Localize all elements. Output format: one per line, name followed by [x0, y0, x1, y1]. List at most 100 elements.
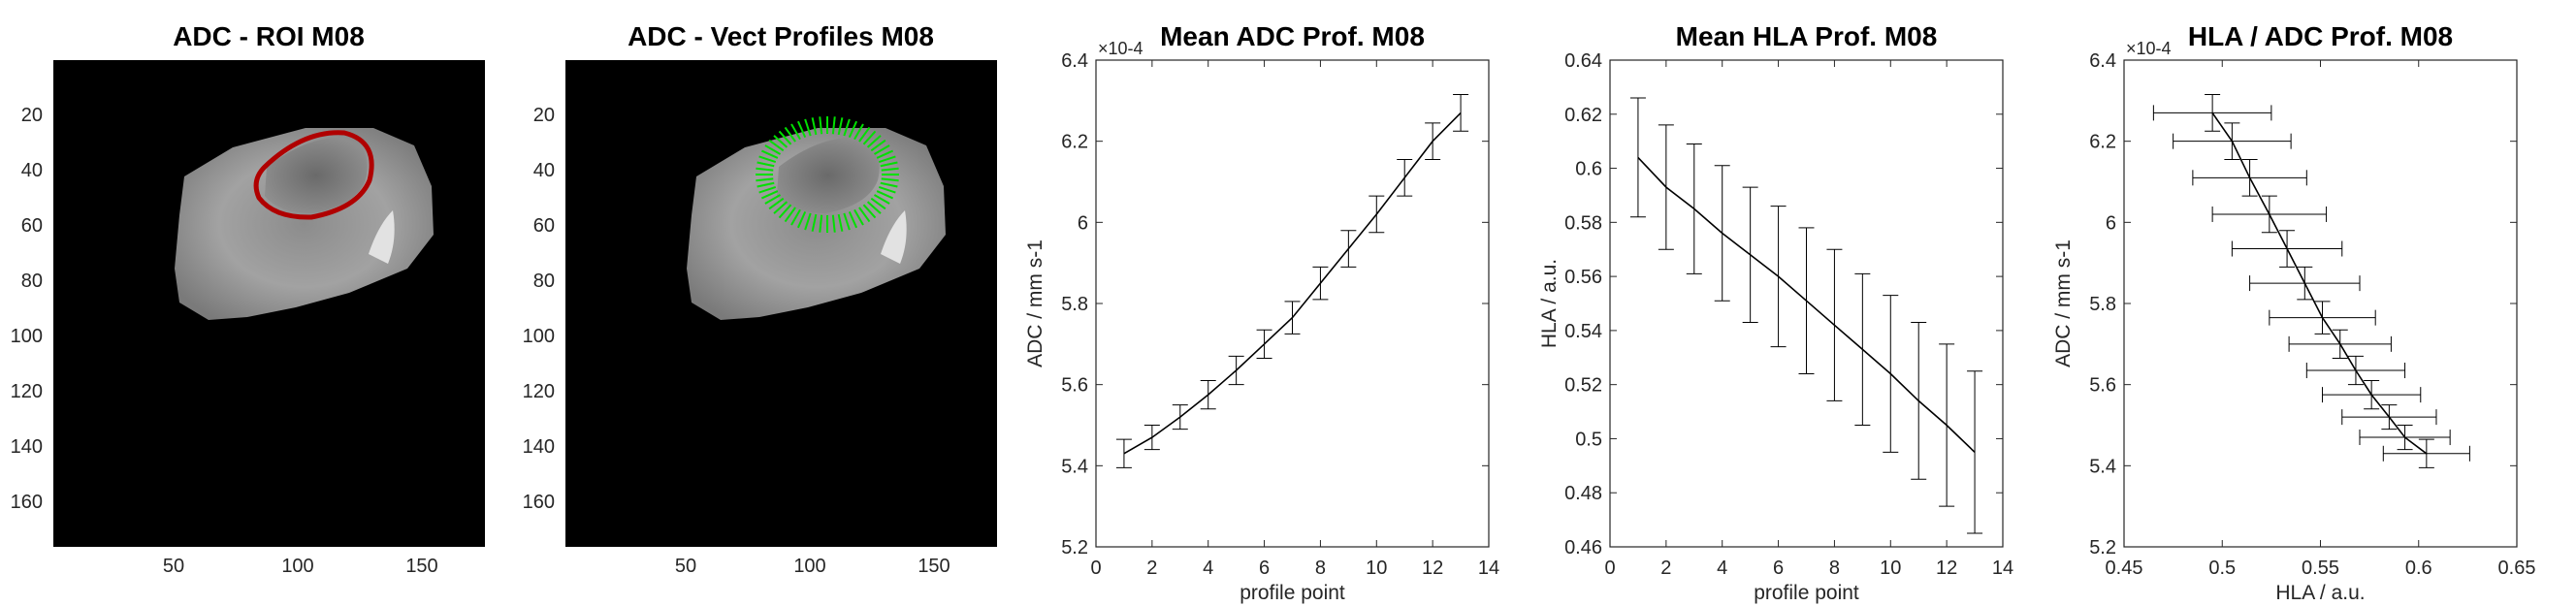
brain-slice: [687, 128, 946, 320]
x-tick-label: 8: [1829, 558, 1840, 579]
profile-vector: [866, 135, 882, 148]
panel-mean-hla-profile: Mean HLA Prof. M08 0 2 4 6 8 10 12 14 0.46 0.48 0.5…: [1538, 21, 2013, 604]
chart-title: HLA / ADC Prof. M08: [2188, 21, 2453, 51]
profile-vector: [819, 214, 823, 233]
profile-vector: [764, 144, 782, 155]
profile-vector: [778, 130, 792, 145]
profile-vector: [881, 167, 899, 172]
profile-vector: [881, 177, 899, 182]
profile-vector: [773, 135, 789, 148]
profile-vector: [853, 208, 864, 226]
x-tick-label: 50: [163, 556, 184, 577]
y-tick-label: 5.4: [2089, 456, 2116, 477]
brain-tissue: [687, 128, 946, 320]
x-tick-label: 0.6: [2405, 558, 2432, 579]
y-tick-label: 6.4: [1061, 50, 1088, 72]
panel-hla-vs-adc-profile: HLA / ADC Prof. M08 0.45 0.5 0.55 0.6 0.65 5.2…: [2052, 21, 2535, 604]
profile-vector: [756, 177, 774, 182]
y-tick-label: 140: [11, 436, 43, 458]
x-tick-label: 2: [1146, 558, 1157, 579]
y-tick-label: 40: [21, 160, 43, 181]
x-tick-label: 0: [1604, 558, 1615, 579]
profile-vector: [878, 155, 896, 163]
y-tick-label: 5.8: [1061, 294, 1088, 315]
bright-ventricle: [881, 210, 907, 264]
y-tick-label: 40: [533, 160, 555, 181]
profile-vector: [843, 118, 851, 137]
x-tick-label: 8: [1315, 558, 1326, 579]
roi-contour: [253, 130, 374, 220]
profile-vector: [790, 123, 801, 141]
y-tick-label: 0.48: [1564, 483, 1602, 504]
y-tick-label: 100: [11, 326, 43, 347]
y-tick-label: 6.4: [2089, 50, 2116, 72]
series-line: [1637, 156, 1976, 453]
x-tick-label: 14: [1478, 558, 1499, 579]
chart-title: ADC - Vect Profiles M08: [628, 21, 934, 51]
profile-vector: [876, 149, 894, 159]
x-tick-label: 6: [1259, 558, 1270, 579]
profile-vector: [757, 181, 775, 188]
x-tick-label: 150: [405, 556, 437, 577]
profile-vector: [758, 155, 777, 163]
profile-vector: [848, 120, 858, 139]
chart-title: Mean HLA Prof. M08: [1676, 21, 1938, 51]
y-tick-label: 5.4: [1061, 456, 1088, 477]
x-tick-label: 100: [793, 556, 825, 577]
profile-vector: [768, 139, 785, 152]
profile-vector: [837, 117, 844, 136]
profile-vector: [873, 144, 890, 155]
y-tick-label: 6: [1078, 212, 1088, 234]
series-line: [1123, 112, 1462, 455]
x-tick-label: 0: [1090, 558, 1101, 579]
y-tick-label: 5.6: [2089, 375, 2116, 397]
profile-vector: [804, 118, 812, 137]
y-exponent-label: ×10-4: [2126, 39, 2172, 58]
y-tick-label: 0.64: [1564, 50, 1602, 72]
profile-vector: [760, 149, 779, 159]
profile-vector: [757, 161, 775, 168]
profile-vector: [819, 116, 823, 135]
profile-vector: [873, 194, 890, 205]
profile-vector: [811, 117, 818, 136]
profile-vector: [876, 190, 894, 200]
y-tick-label: 80: [533, 271, 555, 292]
y-tick-label: 120: [523, 381, 555, 402]
y-tick-label: 0.46: [1564, 537, 1602, 558]
bright-ventricle: [369, 210, 395, 264]
x-tick-label: 2: [1660, 558, 1671, 579]
profile-vector: [804, 212, 812, 231]
y-tick-label: 160: [523, 492, 555, 513]
y-tick-label: 0.54: [1564, 321, 1602, 342]
profile-vector: [837, 213, 844, 232]
panel-adc-roi: ADC - ROI M08 50 100 150 20 40 60 80 100…: [11, 21, 485, 577]
panel-adc-vect-profiles: ADC - Vect Profiles M08 50 100 150 20 40…: [523, 21, 997, 577]
x-tick-label: 4: [1203, 558, 1213, 579]
chart-title: Mean ADC Prof. M08: [1160, 21, 1425, 51]
y-tick-label: 20: [21, 105, 43, 126]
y-tick-label: 60: [533, 215, 555, 237]
profile-vector: [853, 123, 864, 141]
y-tick-label: 100: [523, 326, 555, 347]
plot-area: [2123, 59, 2518, 548]
y-tick-label: 5.8: [2089, 294, 2116, 315]
y-tick-label: 160: [11, 492, 43, 513]
profile-vector: [764, 194, 782, 205]
y-tick-label: 5.2: [2089, 537, 2116, 558]
x-tick-label: 10: [1880, 558, 1901, 579]
profile-vector: [880, 181, 898, 188]
y-tick-label: 140: [523, 436, 555, 458]
roi-outline: [253, 130, 374, 220]
y-axis: 20 40 60 80 100 120 140 160: [523, 105, 555, 513]
profile-vector: [784, 126, 796, 143]
profile-vector: [796, 210, 807, 229]
y-tick-label: 6.2: [1061, 132, 1088, 153]
dark-lesion: [265, 137, 368, 213]
y-exponent-label: ×10-4: [1098, 39, 1143, 58]
profile-vector: [784, 207, 796, 223]
y-tick-label: 6.2: [2089, 132, 2116, 153]
x-tick-label: 50: [675, 556, 696, 577]
vector-profiles: [756, 116, 899, 233]
profile-vector: [831, 214, 836, 233]
profile-vector: [880, 161, 898, 168]
